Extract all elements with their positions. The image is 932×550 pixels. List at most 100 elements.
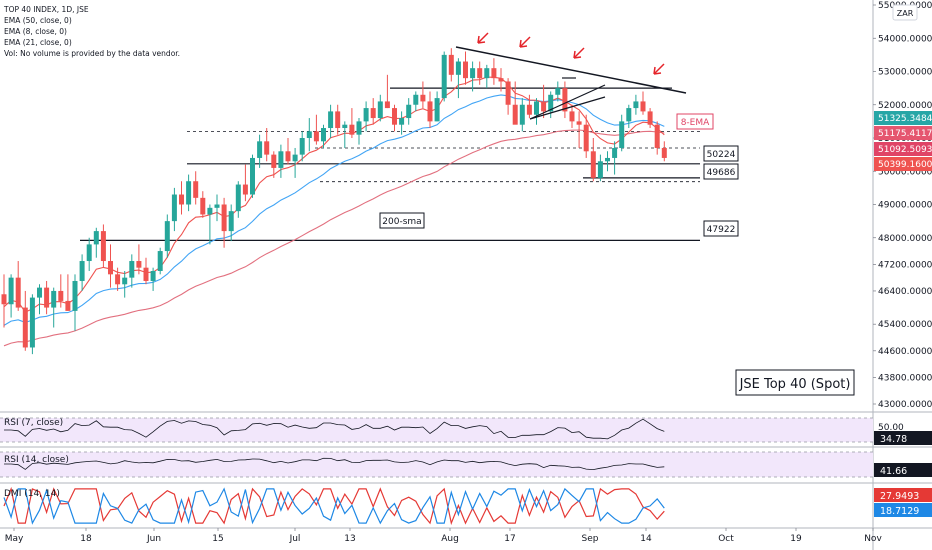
svg-text:ZAR: ZAR <box>897 9 914 18</box>
candle-body <box>122 277 128 285</box>
time-axis: May 18 Jun 15 Jul 13 Aug 17 Sep 14 Oct 19 Nov <box>5 528 882 544</box>
x-tick-label: May <box>5 534 24 544</box>
candle-body <box>108 261 113 275</box>
candle-body <box>399 118 405 125</box>
candle-body <box>207 207 213 215</box>
candle-body <box>342 124 348 129</box>
candle-body <box>44 287 50 308</box>
candle-body <box>413 94 419 105</box>
rsi7-label: RSI (7, close) <box>4 418 63 428</box>
candle-body <box>427 101 433 122</box>
price-labels: 51325.3484 51175.4117 51092.5093 50399.1600 <box>874 111 932 171</box>
symbol-title: TOP 40 INDEX, 1D, JSE <box>4 5 89 14</box>
svg-text:8-EMA: 8-EMA <box>681 118 710 128</box>
candle-body <box>1 294 7 305</box>
candle-body <box>313 131 319 142</box>
dmi-minus-line <box>3 487 665 525</box>
svg-text:27.9493: 27.9493 <box>880 491 919 502</box>
candle-body <box>115 274 121 285</box>
candle-body <box>129 261 135 278</box>
svg-text:41.66: 41.66 <box>880 466 907 477</box>
volume-note: Vol: No volume is provided by the data v… <box>4 49 181 58</box>
red-arrow <box>477 32 489 44</box>
red-arrow <box>653 63 665 75</box>
candle-body <box>58 290 64 301</box>
candle-body <box>498 78 504 82</box>
red-arrow-annotations <box>477 32 665 75</box>
dmi-plus-line <box>3 486 665 526</box>
svg-text:JSE Top 40 (Spot): JSE Top 40 (Spot) <box>739 377 851 392</box>
candle-body <box>534 101 539 115</box>
red-arrow <box>573 47 585 59</box>
candle-body <box>633 101 639 109</box>
candle-body <box>8 277 14 305</box>
rsi14-line <box>4 457 665 471</box>
rsi14-band <box>0 452 873 477</box>
ema-label: 8-EMA <box>676 113 714 130</box>
candle-body <box>250 157 255 195</box>
candle-body <box>640 101 646 112</box>
red-arrow <box>519 36 531 48</box>
candle-body <box>15 277 21 308</box>
ema-line <box>3 76 665 313</box>
candle-body <box>455 61 461 75</box>
y-tick-label: 49000.0000 <box>878 201 932 211</box>
svg-text:34.78: 34.78 <box>880 434 907 445</box>
candle-body <box>278 151 284 168</box>
candle-body <box>285 151 291 162</box>
candle-body <box>661 147 667 158</box>
candle-body <box>463 61 468 79</box>
x-tick-label: 17 <box>504 534 515 544</box>
rsi7-band <box>0 418 873 442</box>
candle-body <box>612 147 618 158</box>
candle-body <box>72 280 78 311</box>
candle-body <box>221 204 227 232</box>
rsi14-value-badge: 41.66 <box>874 463 932 477</box>
candle-body <box>37 287 42 298</box>
candle-body <box>150 271 156 281</box>
candle-body <box>335 111 341 129</box>
candle-body <box>264 141 270 155</box>
candle-body <box>257 141 263 158</box>
candle-body <box>228 211 234 232</box>
x-tick-label: 15 <box>212 534 223 544</box>
svg-text:50224: 50224 <box>707 150 736 160</box>
price-label: 51092.5093 <box>878 145 932 155</box>
y-tick-label: 45400.0000 <box>878 320 932 330</box>
candle-body <box>306 131 312 138</box>
candle-body <box>136 261 142 268</box>
candle-body <box>434 98 440 122</box>
candle-body <box>392 108 397 125</box>
candle-body <box>171 194 177 222</box>
candle-body <box>470 68 476 79</box>
candle-body <box>555 88 561 95</box>
y-tick-label: 48000.0000 <box>878 234 932 244</box>
price-label: 51325.3484 <box>878 114 932 124</box>
level-label-49686: 49686 <box>703 163 739 180</box>
price-label: 50399.1600 <box>878 160 932 170</box>
chart-legend: TOP 40 INDEX, 1D, JSE EMA (50, close, 0)… <box>4 4 180 59</box>
level-label-47922: 47922 <box>703 220 739 237</box>
x-tick-label: Jul <box>289 534 301 544</box>
candle-body <box>647 111 653 125</box>
candle-body <box>619 121 625 148</box>
currency-badge[interactable]: ZAR <box>892 4 918 21</box>
candle-body <box>356 121 362 135</box>
indicator-lines <box>3 418 665 526</box>
candle-body <box>157 251 163 271</box>
x-tick-label: Nov <box>864 534 882 544</box>
candle-body <box>200 197 206 215</box>
candle-body <box>271 154 277 168</box>
dmi-minus-badge: 18.7129 <box>874 503 932 517</box>
triangle-lower <box>529 96 606 120</box>
candle-body <box>29 297 35 348</box>
y-tick-label: 43800.0000 <box>878 373 932 383</box>
candle-body <box>363 108 369 122</box>
candle-body <box>193 181 199 198</box>
candle-body <box>512 104 518 125</box>
rsi7-line <box>4 418 665 440</box>
candle-body <box>164 221 170 252</box>
candle-body <box>505 81 511 105</box>
candle-body <box>541 101 547 112</box>
candle-body <box>377 101 383 119</box>
